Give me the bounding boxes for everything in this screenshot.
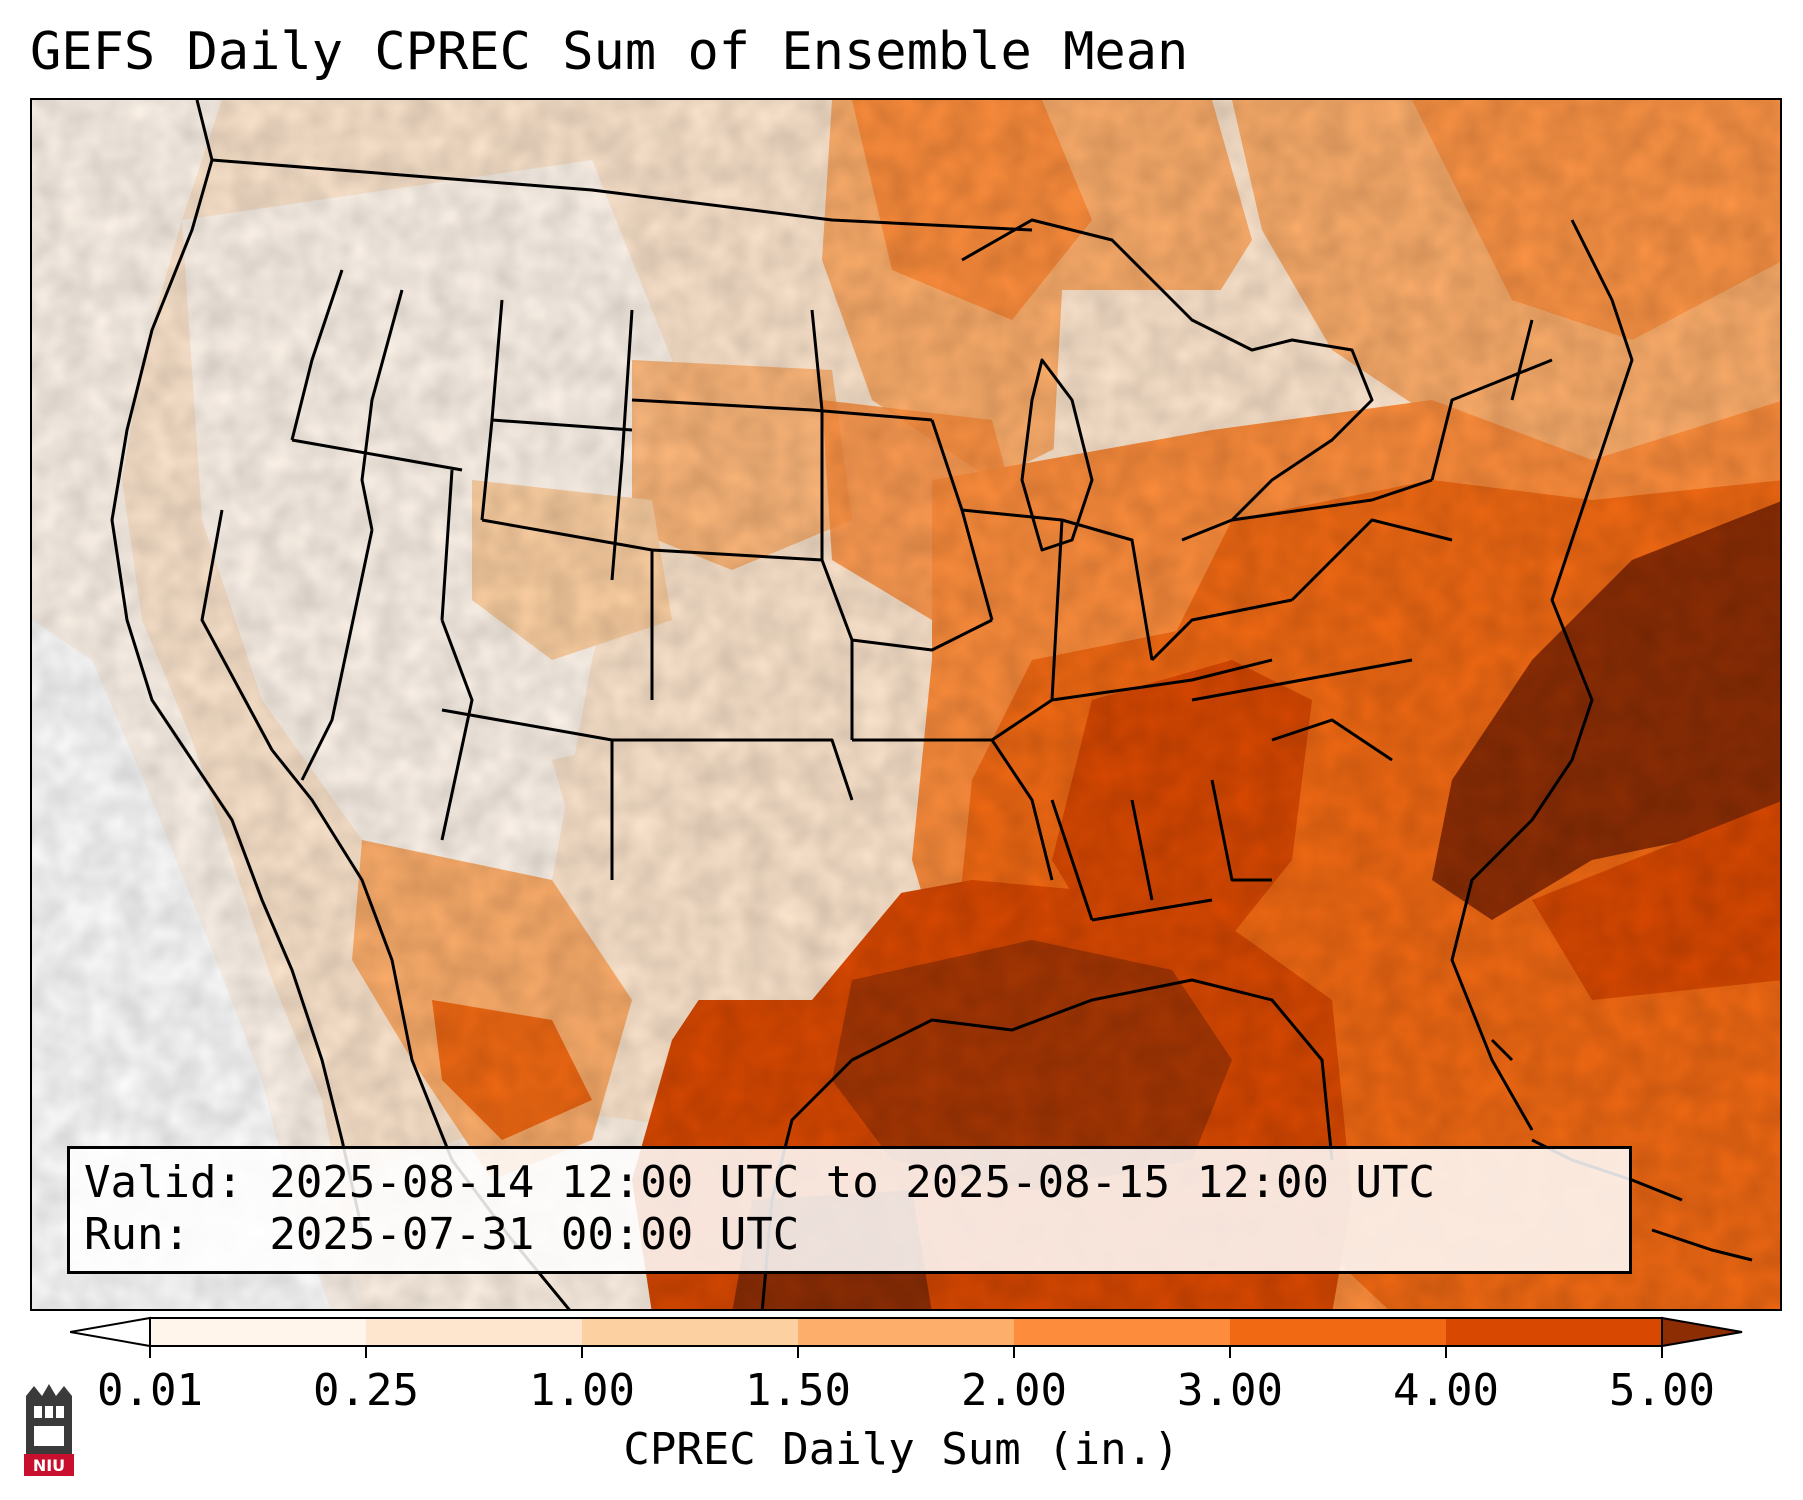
run-time-text: Run: 2025-07-31 00:00 UTC bbox=[84, 1209, 800, 1260]
map-canvas bbox=[32, 100, 1780, 1309]
colorbar-tick-label: 2.00 bbox=[961, 1365, 1067, 1416]
svg-text:NIU: NIU bbox=[33, 1456, 65, 1475]
precip-map bbox=[30, 98, 1782, 1311]
colorbar-tick-label: 4.00 bbox=[1393, 1365, 1499, 1416]
colorbar-under-triangle bbox=[70, 1316, 151, 1348]
colorbar-segment bbox=[582, 1318, 798, 1346]
colorbar-label: CPREC Daily Sum (in.) bbox=[623, 1424, 1180, 1475]
west-coastline bbox=[110, 100, 364, 1231]
colorbar-tick-label: 0.01 bbox=[97, 1365, 203, 1416]
state-lines bbox=[200, 269, 1553, 922]
colorbar-tick-label: 3.00 bbox=[1177, 1365, 1283, 1416]
chart-title: GEFS Daily CPREC Sum of Ensemble Mean bbox=[30, 22, 1189, 82]
colorbar-tick-label: 1.50 bbox=[745, 1365, 851, 1416]
colorbar-segment bbox=[150, 1318, 366, 1346]
great-lakes bbox=[961, 218, 1374, 542]
colorbar-tick-label: 1.00 bbox=[529, 1365, 635, 1416]
canada-border bbox=[211, 158, 1033, 232]
colorbar-over-triangle bbox=[1661, 1316, 1743, 1348]
colorbar-segment bbox=[1230, 1318, 1446, 1346]
colorbar-segment bbox=[1014, 1318, 1230, 1346]
info-box: Valid: 2025-08-14 12:00 UTC to 2025-08-1… bbox=[67, 1146, 1632, 1274]
valid-time-text: Valid: 2025-08-14 12:00 UTC to 2025-08-1… bbox=[84, 1157, 1436, 1208]
colorbar bbox=[70, 1316, 1743, 1358]
lake-michigan bbox=[1020, 358, 1094, 552]
grid-texture bbox=[32, 100, 1780, 1309]
colorbar-tick-label: 0.25 bbox=[313, 1365, 419, 1416]
colorbar-outline bbox=[149, 1317, 1663, 1347]
colorbar-tick-label: 5.00 bbox=[1609, 1365, 1715, 1416]
niu-logo: NIU bbox=[24, 1384, 74, 1476]
colorbar-segment bbox=[366, 1318, 582, 1346]
northeast-coast bbox=[1450, 219, 1634, 1131]
colorbar-segment bbox=[798, 1318, 1014, 1346]
colorbar-segment bbox=[1446, 1318, 1662, 1346]
